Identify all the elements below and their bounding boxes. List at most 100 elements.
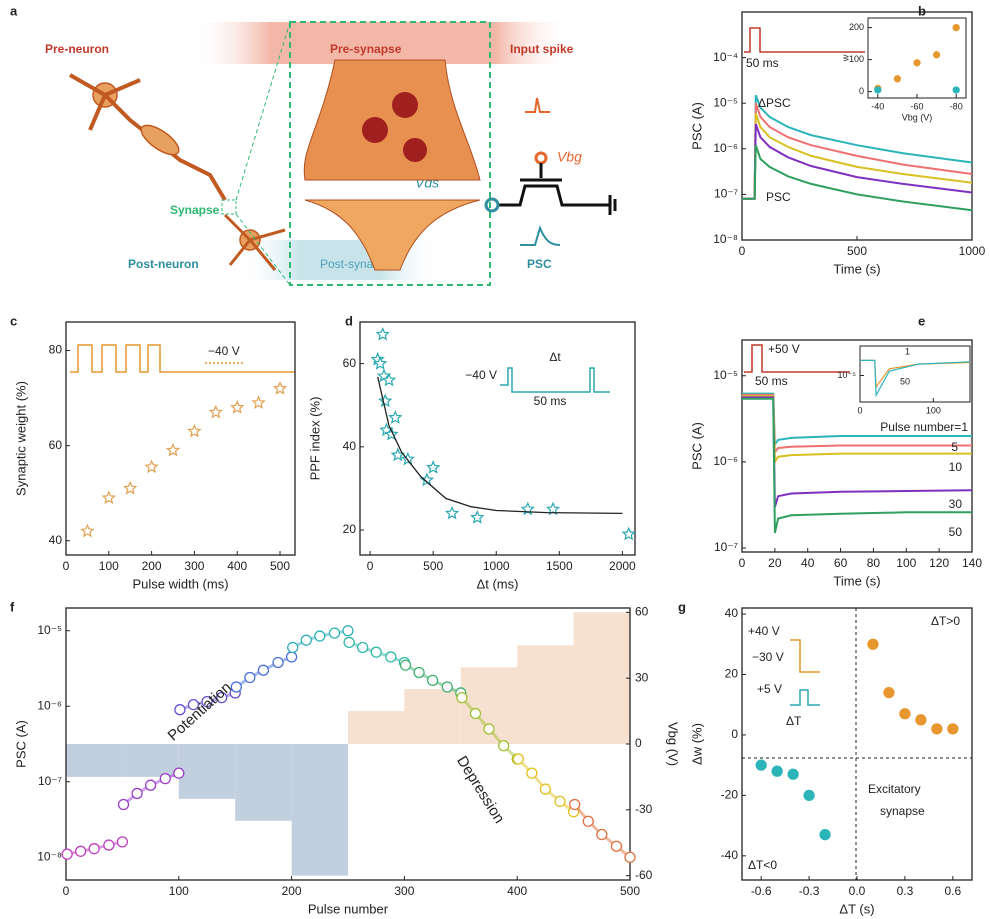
- annotation: ΔPSC: [758, 96, 791, 110]
- y2-tick-label: 0: [635, 736, 642, 750]
- x-axis-label: Time (s): [833, 573, 880, 588]
- x-tick-label: 0: [63, 884, 70, 898]
- point: [119, 799, 129, 809]
- star-marker: [380, 395, 391, 406]
- label: Pre-neuron: [45, 42, 109, 56]
- fit-curve: [378, 377, 623, 514]
- y2-axis-label: Vbg (V): [666, 722, 681, 766]
- point: [597, 830, 607, 840]
- neuron: [70, 75, 285, 270]
- y-tick-label: 0: [859, 86, 864, 96]
- point: [315, 631, 325, 641]
- star-marker: [446, 507, 457, 518]
- x-tick-label: 200: [142, 559, 162, 573]
- x-tick-label: 80: [867, 556, 881, 570]
- label: Post-neuron: [128, 257, 199, 271]
- point: [484, 724, 494, 734]
- y-tick-label: 10⁻⁸: [713, 232, 738, 246]
- point: [900, 709, 910, 719]
- point: [527, 768, 537, 778]
- y-axis-label: w: [840, 54, 850, 62]
- y-tick-label: 40: [725, 606, 739, 620]
- point: [916, 715, 926, 725]
- bar: [292, 744, 348, 876]
- point: [948, 724, 958, 734]
- y-tick-label: 10⁻⁵: [838, 370, 857, 380]
- point: [820, 830, 830, 840]
- point: [934, 52, 940, 58]
- y-tick-label: 10⁻⁷: [714, 187, 738, 201]
- star-marker: [472, 512, 483, 523]
- y-tick-label: 200: [849, 22, 864, 32]
- annotation: ΔT>0: [931, 614, 960, 628]
- x-axis-label: Δt (ms): [477, 576, 519, 591]
- y2-tick-label: 60: [635, 605, 649, 619]
- inset-background: [868, 18, 966, 98]
- annotation: 50 ms: [746, 56, 779, 70]
- point: [555, 796, 565, 806]
- y-tick-label: 10⁻⁷: [714, 540, 738, 554]
- y2-tick-label: 30: [635, 670, 649, 684]
- y-tick-label: 0: [731, 727, 738, 741]
- x-tick-label: 500: [847, 244, 867, 258]
- star-marker: [390, 412, 401, 423]
- point: [788, 769, 798, 779]
- series-label: 50: [900, 376, 910, 386]
- y-tick-label: 100: [849, 54, 864, 64]
- star-marker: [103, 492, 114, 503]
- y-tick-label: 10⁻⁶: [37, 698, 62, 712]
- panel-label: b: [918, 3, 926, 18]
- annotation: Δt: [549, 350, 561, 364]
- x-tick-label: 0.6: [944, 884, 961, 898]
- y-tick-label: 60: [49, 438, 63, 452]
- annotation: +50 V: [768, 342, 800, 356]
- panel-label: d: [345, 313, 353, 328]
- y-tick-label: 10⁻⁶: [713, 454, 738, 468]
- series-line: [742, 95, 972, 199]
- y-tick-label: 10⁻⁶: [713, 141, 738, 155]
- star-marker: [392, 449, 404, 460]
- label: PSC: [527, 257, 552, 271]
- series-line: [742, 399, 972, 533]
- x-tick-label: 500: [423, 559, 443, 573]
- bar: [122, 744, 178, 777]
- point: [756, 760, 766, 770]
- point: [611, 841, 621, 851]
- point: [329, 628, 339, 638]
- star-marker: [167, 444, 178, 455]
- star-marker: [377, 329, 388, 340]
- point: [875, 87, 881, 93]
- star-marker: [210, 406, 221, 417]
- y-tick-label: 40: [343, 439, 357, 453]
- y-axis-label: PSC (A): [689, 102, 704, 150]
- y-tick-label: -40: [721, 848, 739, 862]
- x-tick-label: 40: [801, 556, 815, 570]
- x-tick-label: 1000: [483, 559, 510, 573]
- x-tick-label: -0.6: [751, 884, 772, 898]
- label: Vbg: [557, 149, 582, 165]
- point: [914, 60, 920, 66]
- y-tick-label: 10⁻⁵: [713, 95, 738, 109]
- point: [625, 852, 635, 862]
- x-tick-label: 60: [834, 556, 848, 570]
- x-tick-label: 300: [184, 559, 204, 573]
- point: [414, 667, 424, 677]
- y2-tick-label: -30: [635, 802, 653, 816]
- plot-frame: [742, 608, 972, 880]
- y-tick-label: -20: [721, 788, 739, 802]
- panel-label: c: [10, 313, 17, 328]
- annotation: Depression: [453, 753, 508, 826]
- pulse-icons: [70, 28, 865, 705]
- annotation: ΔT<0: [748, 858, 777, 872]
- series-label: 1: [905, 346, 910, 356]
- x-tick-label: 300: [394, 884, 414, 898]
- panel-label: a: [10, 3, 18, 18]
- x-tick-label: 100: [926, 405, 941, 415]
- series-label: 50: [949, 525, 963, 539]
- star-marker: [274, 383, 285, 394]
- x-tick-label: 500: [620, 884, 640, 898]
- y-tick-label: 10⁻⁵: [37, 623, 62, 637]
- bar: [66, 744, 122, 777]
- schematic: a Pre-neuron Pre-synapse Input spike Syn…: [10, 3, 615, 285]
- panel-label: g: [678, 599, 686, 614]
